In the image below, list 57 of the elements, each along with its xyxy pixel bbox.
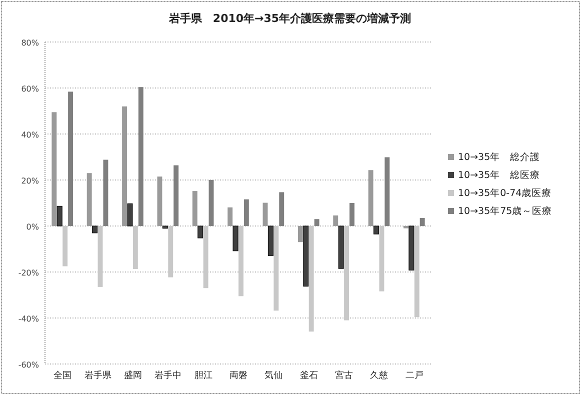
x-tick-label: 宮古 (335, 370, 354, 381)
bar (162, 226, 168, 229)
x-tick-label: 久慈 (370, 370, 388, 381)
bar (62, 226, 68, 266)
y-tick-label: 40% (21, 130, 40, 140)
y-tick-label: 0% (26, 222, 40, 232)
bar (303, 226, 309, 287)
bar (274, 226, 279, 311)
bar (344, 226, 349, 320)
bar (338, 226, 344, 269)
chart-title: 岩手県 2010年→35年介護医療需要の増減予測 (168, 12, 412, 25)
bar (414, 226, 420, 318)
y-tick-label: -60% (18, 360, 40, 370)
x-tick-label: 二戸 (405, 371, 424, 381)
legend-label: 10→35年0-74歳医療 (458, 187, 552, 199)
bar (350, 203, 354, 226)
bar (138, 87, 144, 226)
bar (103, 160, 108, 226)
bar (68, 92, 73, 226)
y-tick-label: 80% (21, 38, 40, 48)
bar (56, 206, 62, 226)
y-tick-label: -20% (18, 268, 40, 278)
bar (379, 226, 384, 292)
x-tick-label: 気仙 (264, 370, 283, 381)
legend-label: 10→35年 総介護 (458, 151, 540, 163)
x-tick-label: 胆江 (194, 370, 212, 381)
x-tick-label: 釜石 (300, 370, 318, 381)
bar (373, 226, 380, 234)
y-tick-label: 60% (21, 84, 40, 94)
bar (308, 226, 314, 332)
bar (384, 157, 390, 226)
bar (232, 226, 238, 252)
bar (203, 226, 208, 288)
x-tick-label: 岩手県 (84, 370, 112, 381)
bar (208, 180, 214, 226)
bar (279, 192, 284, 226)
bar (268, 226, 274, 256)
bar (174, 165, 179, 226)
x-tick-label: 全国 (54, 370, 72, 381)
bar (132, 226, 138, 270)
bar (127, 203, 133, 226)
x-tick-label: 盛岡 (124, 370, 142, 381)
bar (198, 226, 204, 238)
bar (168, 226, 174, 278)
x-tick-label: 両磐 (230, 370, 248, 381)
bar (244, 199, 249, 226)
x-tick-label: 岩手中 (154, 370, 182, 381)
bar (98, 226, 103, 287)
legend-label: 10→35年 総医療 (458, 169, 540, 181)
legend-label: 10→35年75歳～医療 (458, 205, 552, 217)
bar (238, 226, 244, 296)
bar (408, 226, 414, 270)
y-tick-label: -40% (18, 314, 40, 324)
y-tick-label: 20% (21, 176, 40, 186)
bar (420, 218, 425, 226)
bar (314, 219, 320, 226)
bar (92, 226, 98, 234)
